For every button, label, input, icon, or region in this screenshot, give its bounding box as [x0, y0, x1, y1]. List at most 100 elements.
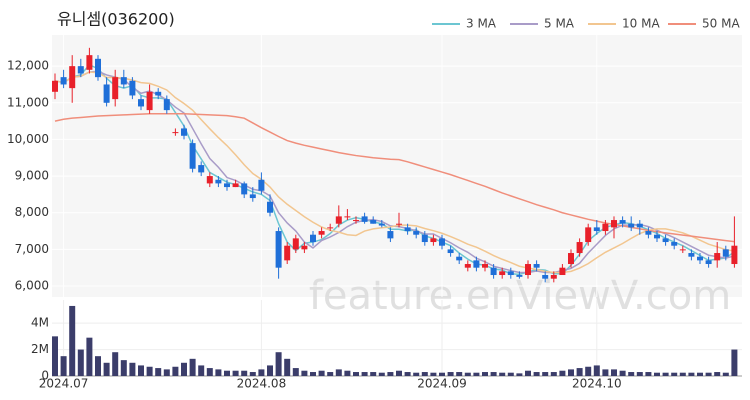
candle-body [335, 216, 342, 224]
candle-body [671, 242, 678, 246]
volume-bar [163, 369, 170, 376]
candle-body [318, 231, 325, 235]
volume-bar [275, 352, 282, 376]
volume-bar [353, 372, 359, 376]
y-tick-label: 9,000 [15, 169, 49, 183]
candle-body [206, 176, 213, 184]
candle-body [576, 242, 583, 254]
volume-bar [206, 368, 213, 376]
candle-body [112, 77, 119, 100]
candle-body [602, 223, 609, 232]
candle-body [585, 227, 592, 243]
volume-bar [95, 356, 101, 376]
candle-body [482, 264, 488, 268]
candle-body [189, 143, 196, 169]
volume-bar [602, 369, 609, 376]
legend-text: 10 MA [622, 17, 660, 31]
volume-bar [198, 365, 205, 376]
legend-text: 5 MA [544, 17, 575, 31]
candle-body [378, 223, 385, 226]
volume-bar [421, 372, 428, 376]
candle-body [353, 220, 359, 222]
candle-body [232, 183, 239, 188]
candle-body [146, 91, 153, 111]
candle-body [611, 220, 617, 228]
volume-bar [249, 372, 256, 376]
watermark: feature.enViewV.com [309, 273, 731, 319]
volume-panel [52, 300, 742, 376]
candle-body [215, 179, 222, 184]
candle-body [344, 216, 351, 218]
volume-bar [593, 365, 600, 376]
volume-bar [60, 356, 67, 376]
volume-bar [344, 370, 351, 376]
volume-bar [361, 372, 368, 376]
volume-tick-label: 2M [31, 342, 49, 356]
candle-body [120, 77, 127, 85]
volume-bar [69, 305, 76, 376]
volume-bar [568, 369, 574, 376]
volume-bar [516, 373, 523, 376]
volume-bar [662, 372, 669, 376]
candle-body [310, 234, 316, 243]
x-tick-label: 2024.09 [417, 377, 467, 391]
volume-bar [456, 372, 463, 376]
volume-bar [654, 372, 660, 376]
volume-bar [576, 368, 583, 376]
volume-bar [232, 370, 239, 376]
candle-body [473, 260, 480, 268]
candle-body [95, 58, 101, 78]
candle-body [697, 256, 703, 261]
volume-bar [628, 372, 635, 376]
chart-title: 유니셈(036200) [57, 10, 175, 29]
volume-bar [482, 372, 488, 376]
volume-bar [439, 372, 445, 376]
y-tick-label: 10,000 [7, 132, 49, 146]
volume-bar [731, 349, 738, 376]
candle-body [507, 271, 514, 276]
volume-bar [585, 366, 592, 376]
candle-body [69, 66, 76, 89]
candle-body [52, 80, 58, 92]
volume-bar [697, 372, 703, 376]
candle-body [456, 256, 463, 261]
candle-body [645, 231, 652, 235]
volume-bar [619, 370, 626, 376]
candle-body [464, 264, 471, 268]
volume-bar [310, 372, 316, 376]
candle-body [301, 245, 308, 250]
candle-body [387, 231, 394, 239]
volume-bar [396, 370, 402, 376]
candle-body [550, 275, 557, 279]
candle-body [679, 249, 686, 251]
volume-bar [327, 372, 334, 376]
candle-body [77, 66, 84, 74]
candle-body [525, 264, 531, 276]
candle-body [275, 231, 282, 268]
volume-bar [86, 337, 93, 376]
volume-bar [120, 360, 127, 376]
volume-bar [103, 362, 110, 376]
volume-bar [636, 372, 643, 376]
volume-bar [138, 365, 144, 376]
volume-bar [146, 366, 153, 376]
volume-bar [559, 370, 566, 376]
candle-body [129, 80, 136, 96]
candle-body [490, 267, 497, 276]
ma-line [54, 113, 735, 243]
candle-body [60, 77, 67, 85]
volume-bar [129, 362, 136, 376]
x-tick-label: 2024.08 [237, 377, 287, 391]
volume-bar [473, 372, 480, 376]
candle-body [396, 223, 402, 225]
volume-bar [464, 372, 471, 376]
candle-body [163, 99, 170, 111]
y-tick-label: 8,000 [15, 205, 49, 219]
candle-body [688, 253, 695, 257]
candle-body [249, 194, 256, 199]
volume-bar [404, 372, 411, 376]
volume-bar [490, 372, 497, 376]
volume-bar [52, 336, 58, 376]
candle-body [731, 245, 738, 265]
